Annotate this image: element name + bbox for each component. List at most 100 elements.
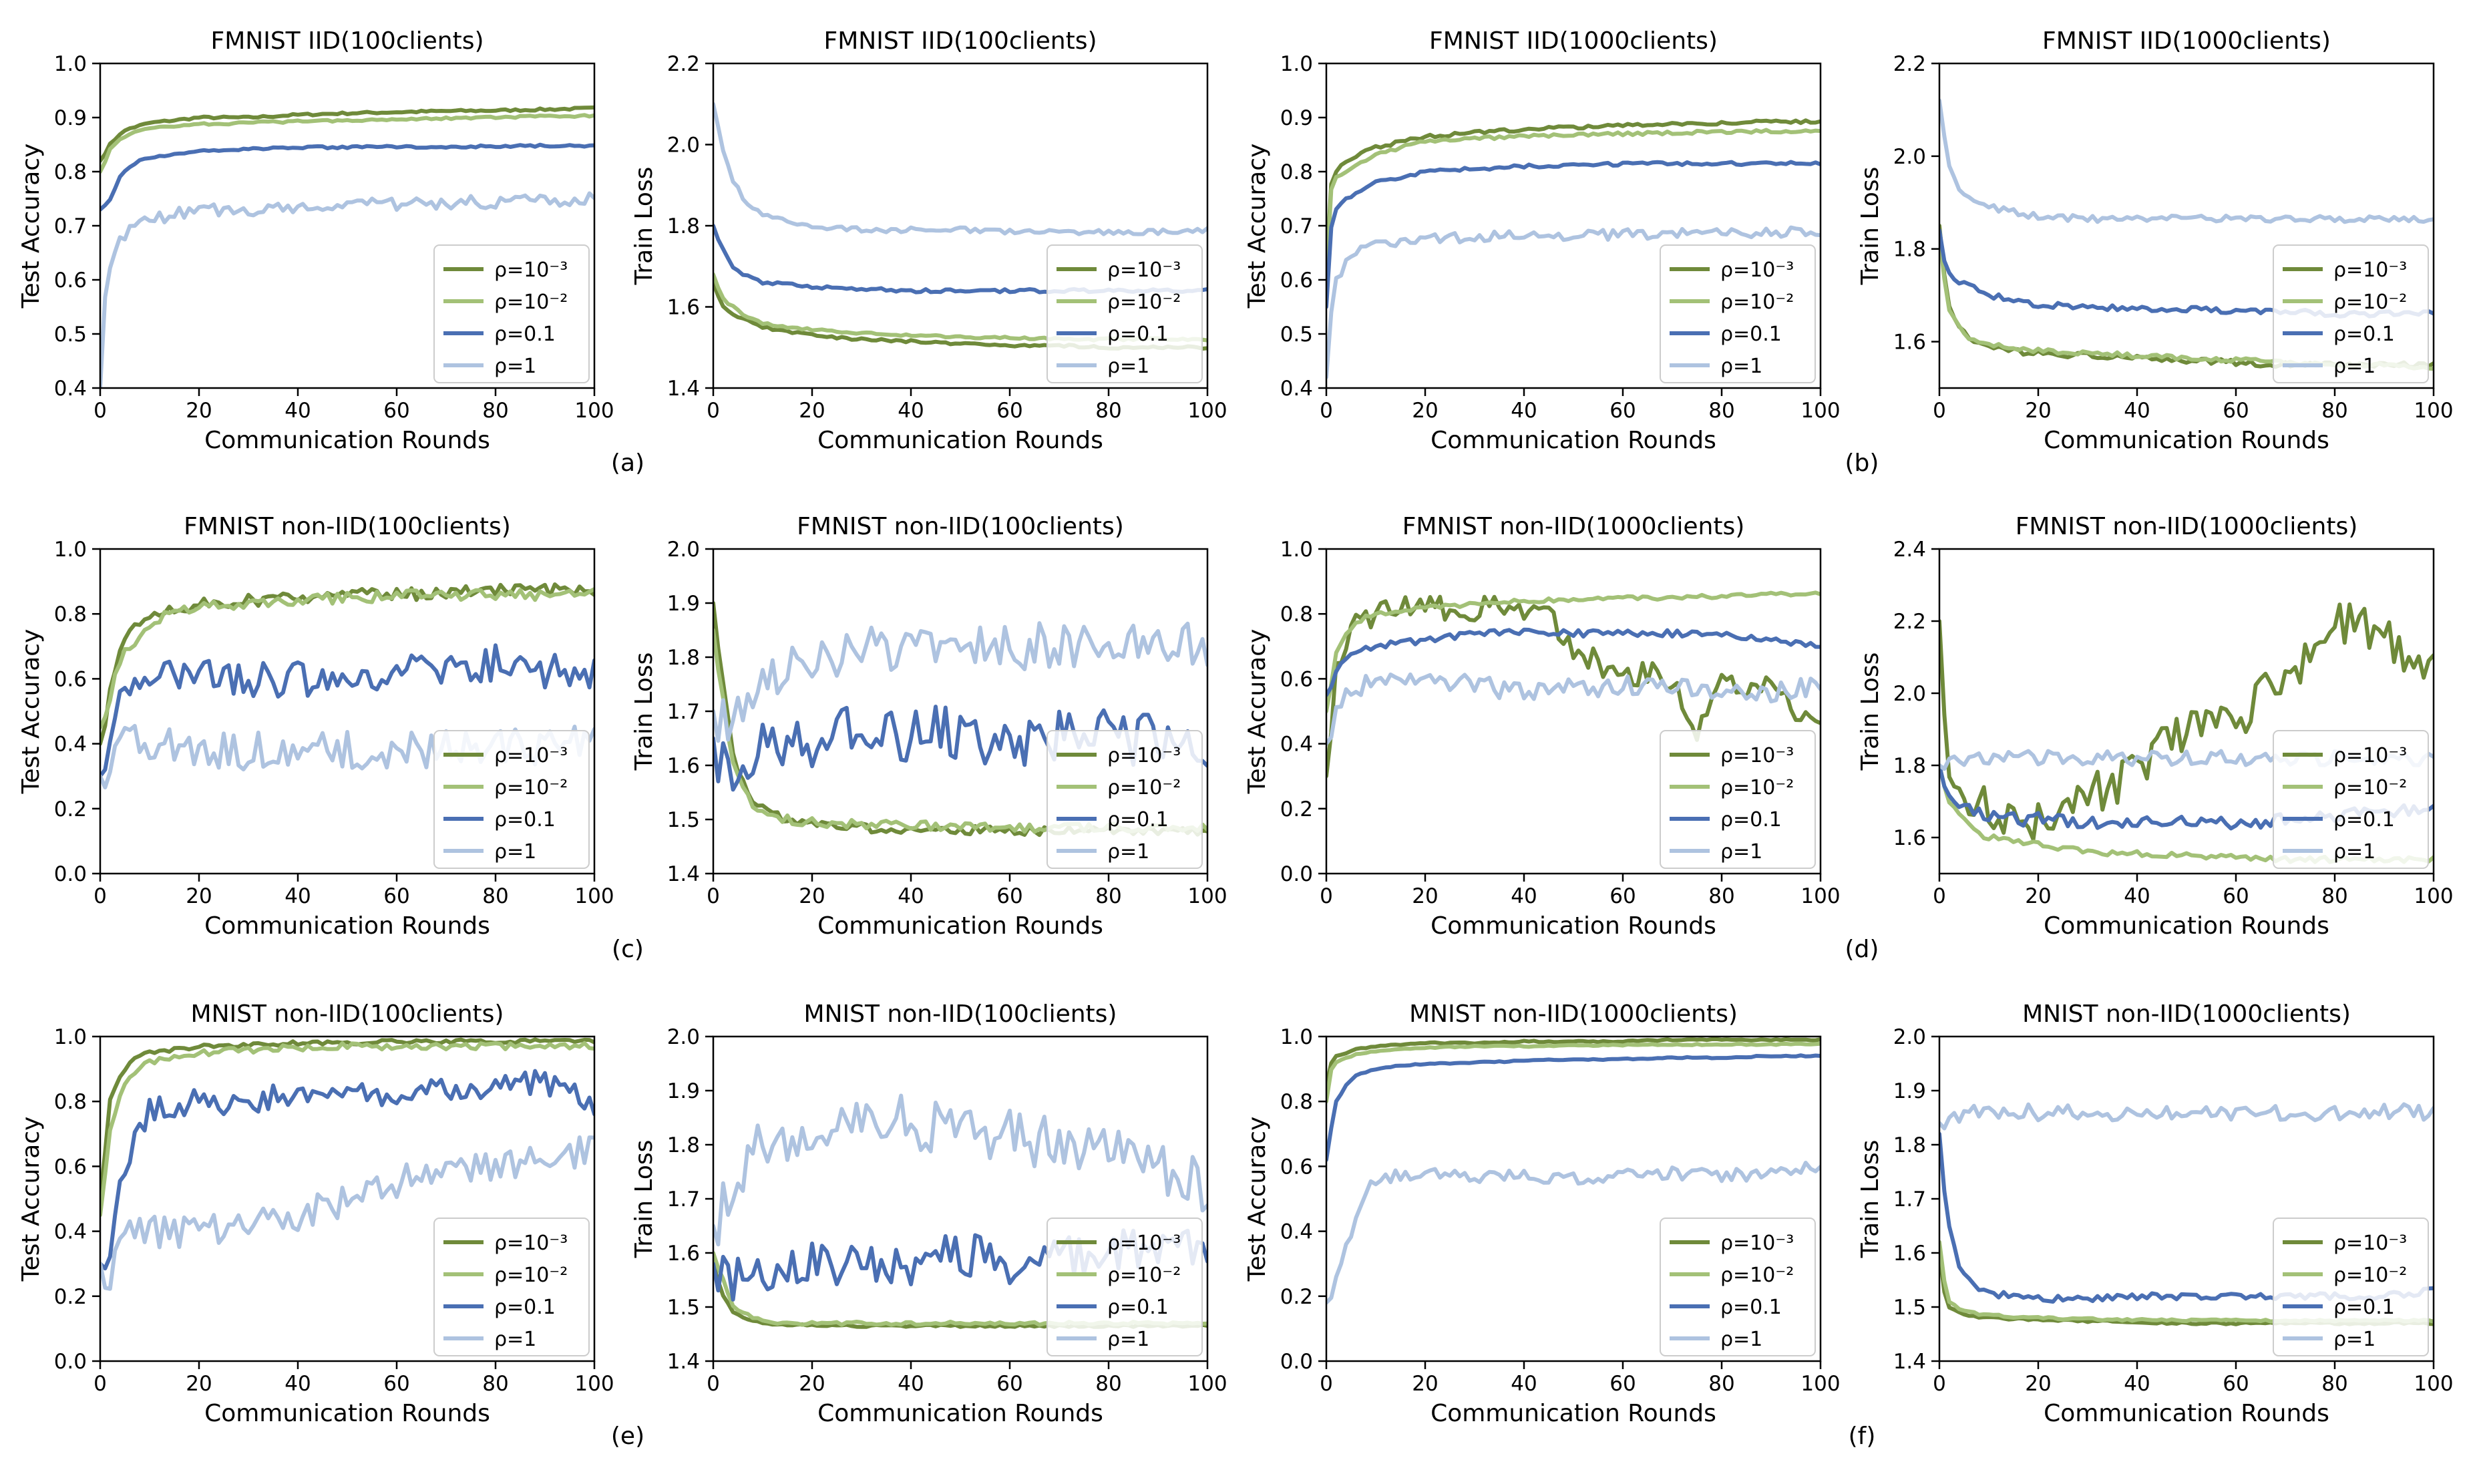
- series-group: [1326, 118, 1821, 379]
- legend-label: ρ=10⁻³: [2333, 744, 2407, 767]
- x-tick-label: 100: [2414, 399, 2453, 423]
- x-tick-label: 80: [482, 399, 508, 423]
- y-tick-label: 1.5: [667, 1296, 700, 1320]
- series-line-rho_1: [713, 1093, 1207, 1247]
- y-tick-label: 0.8: [54, 160, 87, 184]
- y-tick-label: 0.4: [1280, 1220, 1313, 1244]
- legend-label: ρ=0.1: [494, 808, 556, 831]
- y-tick-label: 0.8: [54, 602, 87, 626]
- chart-panel: 0 20 40 60 80 100 0.4 0.5 0.6 0.7 0.8 0.9 1.0 FMNIST …: [17, 27, 614, 454]
- chart-title: FMNIST IID(1000clients): [1429, 27, 1718, 55]
- legend-box: [1046, 244, 1203, 383]
- legend-label: ρ=0.1: [1107, 808, 1169, 831]
- y-tick-label: 1.4: [1893, 1350, 1926, 1374]
- legend-label: ρ=1: [494, 1328, 536, 1351]
- legend-label: ρ=10⁻³: [494, 744, 568, 767]
- legend-box: [2273, 244, 2429, 383]
- x-tick-label: 80: [2321, 399, 2347, 423]
- y-tick-label: 2.2: [1893, 610, 1926, 634]
- legend-label: ρ=10⁻³: [494, 1232, 568, 1255]
- legend-label: ρ=1: [2333, 355, 2375, 378]
- x-tick-label: 100: [1800, 884, 1840, 908]
- series-group: [100, 1037, 594, 1291]
- x-tick-label: 60: [1609, 884, 1636, 908]
- chart-title: FMNIST non-IID(100clients): [797, 513, 1124, 540]
- x-tick-label: 60: [383, 884, 409, 908]
- x-tick-label: 80: [2321, 884, 2347, 908]
- y-tick-label: 1.7: [667, 700, 700, 724]
- series-line-rho_1e-3: [100, 105, 594, 163]
- y-tick-label: 0.4: [1280, 733, 1313, 757]
- chart-panel: 0 20 40 60 80 100 0.0 0.2 0.4 0.6 0.8 1.0 MNIST non-…: [17, 1000, 614, 1427]
- y-tick-label: 1.4: [667, 377, 700, 401]
- x-tick-label: 0: [707, 1372, 720, 1396]
- legend: ρ=10⁻³ ρ=10⁻² ρ=0.1 ρ=1: [2273, 730, 2429, 869]
- x-tick-label: 60: [996, 884, 1022, 908]
- series-line-rho_1e-3: [1326, 118, 1821, 271]
- y-tick-label: 1.0: [1280, 52, 1313, 76]
- series-line-rho_0.1: [713, 705, 1207, 792]
- y-axis-label: Train Loss: [1857, 653, 1884, 771]
- y-tick-label: 0.2: [54, 797, 87, 821]
- chart-title: MNIST non-IID(100clients): [191, 1000, 504, 1028]
- y-tick-label: 0.2: [54, 1285, 87, 1309]
- legend-label: ρ=10⁻²: [1720, 291, 1794, 314]
- x-axis-label: Communication Rounds: [204, 1400, 490, 1427]
- y-axis-label: Test Accuracy: [17, 144, 45, 309]
- legend-label: ρ=10⁻²: [1107, 776, 1181, 799]
- x-tick-label: 20: [799, 1372, 825, 1396]
- x-axis-label: Communication Rounds: [2044, 1400, 2329, 1427]
- legend-label: ρ=10⁻²: [494, 776, 568, 799]
- x-tick-label: 20: [2025, 1372, 2051, 1396]
- legend-label: ρ=10⁻³: [1107, 1232, 1181, 1255]
- x-axis-label: Communication Rounds: [2044, 427, 2329, 454]
- y-tick-label: 1.6: [667, 296, 700, 320]
- y-axis-label: Test Accuracy: [17, 629, 45, 795]
- x-tick-label: 20: [186, 884, 212, 908]
- x-tick-label: 80: [2321, 1372, 2347, 1396]
- y-tick-label: 1.7: [667, 1187, 700, 1212]
- series-line-rho_1e-2: [100, 587, 594, 730]
- chart-panel: 0 20 40 60 80 100 0.4 0.5 0.6 0.7 0.8 0.9 1.0 FMNIST …: [1244, 27, 1841, 454]
- y-tick-label: 0.6: [54, 1155, 87, 1179]
- x-tick-label: 20: [1412, 1372, 1438, 1396]
- chart-panel: 0 20 40 60 80 100 1.4 1.5 1.6 1.7 1.8 1.9 2.0 MNIST n…: [630, 1000, 1227, 1427]
- y-tick-label: 0.6: [1280, 667, 1313, 691]
- x-tick-label: 0: [707, 399, 720, 423]
- x-tick-label: 40: [284, 1372, 311, 1396]
- series-line-rho_1e-3: [1939, 602, 2434, 842]
- x-tick-label: 60: [383, 1372, 409, 1396]
- y-axis-label: Test Accuracy: [1244, 144, 1271, 309]
- legend: ρ=10⁻³ ρ=10⁻² ρ=0.1 ρ=1: [1046, 730, 1203, 869]
- y-axis-label: Train Loss: [630, 1140, 658, 1259]
- y-tick-label: 0.4: [1280, 377, 1313, 401]
- x-axis-label: Communication Rounds: [2044, 912, 2329, 940]
- legend-label: ρ=10⁻³: [1720, 1232, 1794, 1255]
- series-line-rho_1e-3: [1326, 1037, 1821, 1087]
- x-tick-label: 0: [1933, 1372, 1946, 1396]
- legend-box: [1046, 730, 1203, 869]
- y-tick-label: 1.8: [1893, 238, 1926, 262]
- y-tick-label: 1.8: [1893, 754, 1926, 778]
- series-line-rho_1e-3: [100, 1037, 594, 1201]
- series-line-rho_1e-2: [1326, 590, 1821, 713]
- legend-label: ρ=0.1: [1720, 808, 1782, 831]
- legend: ρ=10⁻³ ρ=10⁻² ρ=0.1 ρ=1: [1660, 244, 1816, 383]
- series-line-rho_1: [713, 102, 1207, 236]
- legend-label: ρ=1: [1107, 840, 1149, 864]
- chart-panel: 0 20 40 60 80 100 0.0 0.2 0.4 0.6 0.8 1.0 MNIST non-…: [1244, 1000, 1841, 1427]
- x-tick-label: 20: [1412, 884, 1438, 908]
- legend-label: ρ=10⁻²: [1107, 1264, 1181, 1287]
- legend-label: ρ=0.1: [1720, 1296, 1782, 1319]
- legend-label: ρ=1: [1720, 840, 1762, 864]
- legend-label: ρ=10⁻²: [494, 291, 568, 314]
- series-line-rho_1e-2: [100, 1041, 594, 1218]
- x-axis-label: Communication Rounds: [1431, 1400, 1716, 1427]
- x-tick-label: 60: [996, 1372, 1022, 1396]
- legend-label: ρ=1: [1107, 1328, 1149, 1351]
- x-tick-label: 80: [1708, 399, 1734, 423]
- y-tick-label: 0.0: [1280, 862, 1313, 886]
- legend-label: ρ=0.1: [1107, 1296, 1169, 1319]
- y-tick-label: 0.7: [54, 214, 87, 238]
- legend-label: ρ=10⁻²: [1720, 776, 1794, 799]
